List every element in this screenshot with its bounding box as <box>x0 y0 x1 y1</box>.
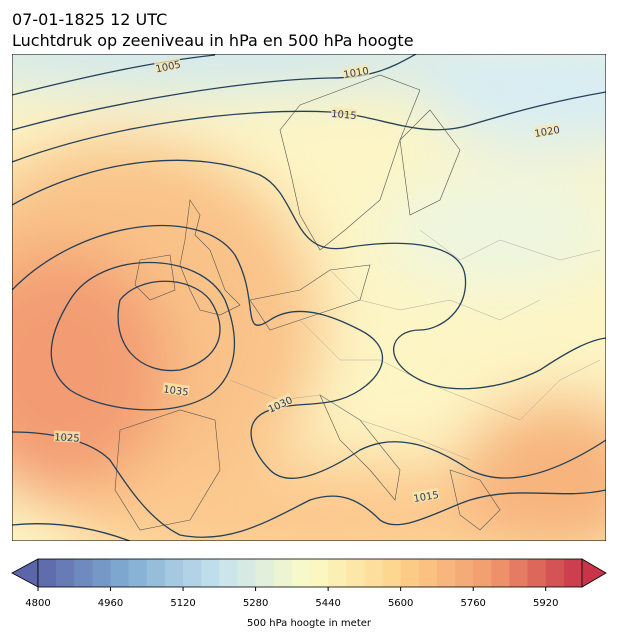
colorbar-tick-label: 4960 <box>98 598 123 609</box>
colorbar-segment <box>237 559 257 587</box>
colorbar-segment <box>545 559 565 587</box>
colorbar-segment <box>146 559 166 587</box>
colorbar-segment <box>382 559 402 587</box>
contour-label: 1035 <box>162 384 189 398</box>
colorbar-segment <box>473 559 492 587</box>
colorbar-segment <box>38 559 57 587</box>
colorbar-segment <box>74 559 93 587</box>
colorbar-segment <box>110 559 130 587</box>
contour-label-bg <box>53 430 81 443</box>
colorbar-extend-low <box>11 558 39 588</box>
contour-label-bg <box>342 63 370 80</box>
colorbar-tick-label: 5600 <box>388 598 413 609</box>
colorbar-tick-label: 5440 <box>315 598 340 609</box>
contour-label-bg <box>265 393 294 415</box>
contour-label-bg <box>330 106 358 121</box>
colorbar-tick-label: 5280 <box>243 598 268 609</box>
contour-label: 1015 <box>331 109 357 122</box>
colorbar-segment <box>527 559 547 587</box>
subtitle: Luchtdruk op zeeniveau in hPa en 500 hPa… <box>12 31 414 50</box>
colorbar-tick-label: 5120 <box>170 598 195 609</box>
colorbar-label: 500 hPa hoogte in meter <box>247 618 372 629</box>
colorbar-segment <box>400 559 420 587</box>
contour-label: 1025 <box>54 432 80 444</box>
colorbar-segment <box>273 559 293 587</box>
colorbar: 4800 4960 5120 5280 5440 5600 5760 5920 <box>11 558 607 609</box>
colorbar-segment <box>328 559 347 587</box>
colorbar-segment <box>183 559 202 587</box>
contours <box>12 54 606 541</box>
colorbar-tick-label: 5920 <box>533 598 558 609</box>
contour-label-bg <box>533 122 561 139</box>
colorbar-segment <box>346 559 365 587</box>
colorbar-segment <box>310 559 329 587</box>
contour-label: 1020 <box>534 125 561 140</box>
contour-label: 1010 <box>343 66 370 81</box>
contour-label: 1015 <box>413 490 440 505</box>
colorbar-segment <box>364 559 384 587</box>
title: 07-01-1825 12 UTC <box>12 10 167 29</box>
contour-label: 1005 <box>155 59 182 75</box>
colorbar-tick-label: 4800 <box>25 598 50 609</box>
colorbar-segment <box>219 559 238 587</box>
contour-label-bg <box>412 487 440 504</box>
contour-label-bg <box>162 382 190 397</box>
colorbar-extend-high <box>581 558 607 588</box>
colorbar-segment <box>255 559 275 587</box>
colorbar-segment <box>455 559 474 587</box>
colorbar-segment <box>201 559 220 587</box>
colorbar-segment <box>418 559 438 587</box>
colorbar-segment <box>509 559 529 587</box>
colorbar-frame <box>37 558 583 588</box>
colorbar-segment <box>563 559 583 587</box>
colorbar-segment <box>128 559 148 587</box>
colorbar-segment <box>291 559 311 587</box>
colorbar-segment <box>92 559 112 587</box>
colorbar-segment <box>164 559 184 587</box>
colorbar-segment <box>436 559 456 587</box>
colorbar-segment <box>56 559 75 587</box>
contour-label-bg <box>154 57 182 74</box>
colorbar-segment <box>491 559 510 587</box>
borders <box>229 229 601 461</box>
colorbar-tick-label: 5760 <box>460 598 485 609</box>
